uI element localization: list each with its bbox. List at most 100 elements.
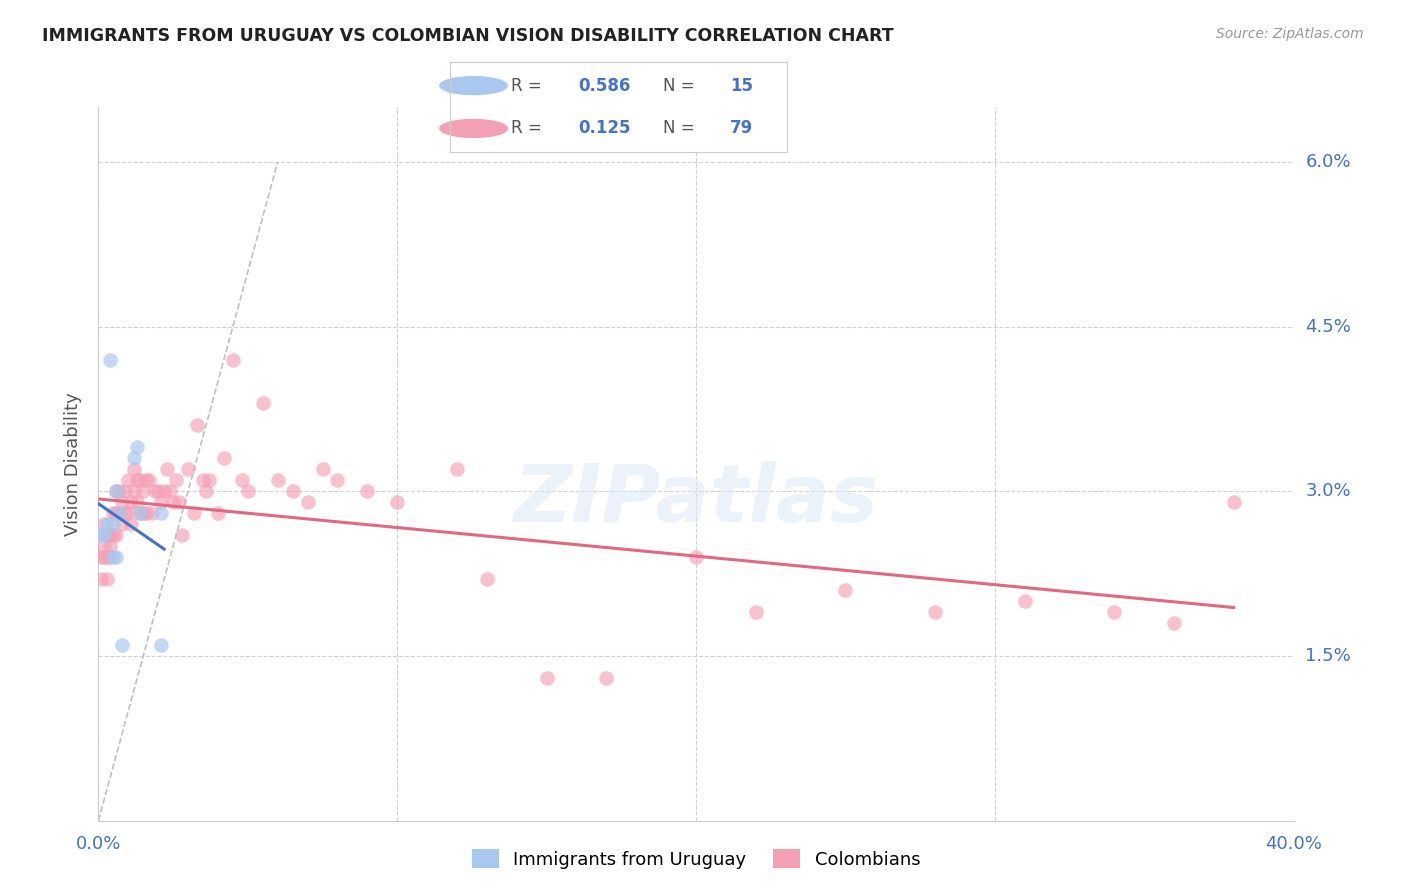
Point xyxy=(129,473,152,487)
Point xyxy=(183,506,205,520)
Point xyxy=(162,495,184,509)
Point xyxy=(745,605,768,619)
Point xyxy=(138,473,160,487)
Circle shape xyxy=(440,77,508,95)
Point xyxy=(222,352,245,367)
Point xyxy=(96,550,118,565)
Point xyxy=(111,638,134,652)
Point xyxy=(117,506,139,520)
Text: 79: 79 xyxy=(730,120,754,137)
Point xyxy=(103,506,125,520)
Point xyxy=(129,506,152,520)
Text: R =: R = xyxy=(510,120,547,137)
Text: 40.0%: 40.0% xyxy=(1265,835,1322,854)
Point xyxy=(127,495,149,509)
Point xyxy=(105,484,128,499)
Point xyxy=(150,638,173,652)
Point xyxy=(191,473,214,487)
Point xyxy=(326,473,349,487)
Point xyxy=(105,506,128,520)
Text: N =: N = xyxy=(662,120,699,137)
Point xyxy=(135,506,157,520)
Point xyxy=(120,495,142,509)
Point xyxy=(124,451,146,466)
Point xyxy=(90,550,112,565)
Point xyxy=(141,506,163,520)
Text: 3.0%: 3.0% xyxy=(1305,483,1351,500)
Point xyxy=(111,517,134,532)
Point xyxy=(108,506,131,520)
Point xyxy=(93,517,115,532)
Point xyxy=(135,473,157,487)
Point xyxy=(129,506,152,520)
Text: R =: R = xyxy=(510,77,547,95)
Point xyxy=(595,671,617,685)
Point xyxy=(132,506,155,520)
Point xyxy=(475,572,498,586)
Point xyxy=(281,484,304,499)
Point xyxy=(156,462,179,476)
Point xyxy=(231,473,253,487)
Text: 1.5%: 1.5% xyxy=(1305,647,1351,665)
Point xyxy=(111,495,134,509)
Point xyxy=(93,550,115,565)
Text: IMMIGRANTS FROM URUGUAY VS COLOMBIAN VISION DISABILITY CORRELATION CHART: IMMIGRANTS FROM URUGUAY VS COLOMBIAN VIS… xyxy=(42,27,894,45)
Point xyxy=(132,484,155,499)
Point xyxy=(685,550,707,565)
Point xyxy=(96,528,118,542)
Point xyxy=(194,484,218,499)
Text: 4.5%: 4.5% xyxy=(1305,318,1351,335)
Point xyxy=(90,528,112,542)
Point xyxy=(117,473,139,487)
Point xyxy=(124,462,146,476)
Point xyxy=(446,462,468,476)
Point xyxy=(172,528,194,542)
Point xyxy=(105,484,128,499)
Point xyxy=(96,517,118,532)
Point xyxy=(153,484,176,499)
Point xyxy=(96,572,118,586)
Point xyxy=(1014,594,1036,608)
Point xyxy=(924,605,946,619)
Point xyxy=(252,396,274,410)
Point xyxy=(297,495,319,509)
Point xyxy=(177,462,200,476)
Point xyxy=(127,473,149,487)
Point xyxy=(311,462,333,476)
Point xyxy=(186,418,208,433)
Point xyxy=(93,528,115,542)
Point xyxy=(148,484,170,499)
Point xyxy=(103,550,125,565)
Point xyxy=(150,506,173,520)
Point xyxy=(93,539,115,553)
Text: 0.125: 0.125 xyxy=(578,120,631,137)
Y-axis label: Vision Disability: Vision Disability xyxy=(65,392,83,536)
Text: 0.586: 0.586 xyxy=(578,77,630,95)
Point xyxy=(98,539,122,553)
Point xyxy=(159,484,181,499)
Point xyxy=(236,484,259,499)
Point xyxy=(114,484,136,499)
Text: 0.0%: 0.0% xyxy=(76,835,121,854)
Point xyxy=(1163,615,1185,630)
Text: 6.0%: 6.0% xyxy=(1305,153,1351,171)
Circle shape xyxy=(440,120,508,137)
Point xyxy=(127,441,149,455)
Point xyxy=(105,550,128,565)
Point xyxy=(165,473,187,487)
Text: Source: ZipAtlas.com: Source: ZipAtlas.com xyxy=(1216,27,1364,41)
Text: 15: 15 xyxy=(730,77,754,95)
Point xyxy=(105,528,128,542)
Point xyxy=(98,528,122,542)
Point xyxy=(1104,605,1126,619)
Legend: Immigrants from Uruguay, Colombians: Immigrants from Uruguay, Colombians xyxy=(464,842,928,876)
Text: N =: N = xyxy=(662,77,699,95)
Point xyxy=(1223,495,1246,509)
Point xyxy=(150,495,173,509)
Point xyxy=(267,473,290,487)
Point xyxy=(90,572,112,586)
Point xyxy=(98,352,122,367)
Point xyxy=(385,495,409,509)
Point xyxy=(103,517,125,532)
Point xyxy=(108,484,131,499)
